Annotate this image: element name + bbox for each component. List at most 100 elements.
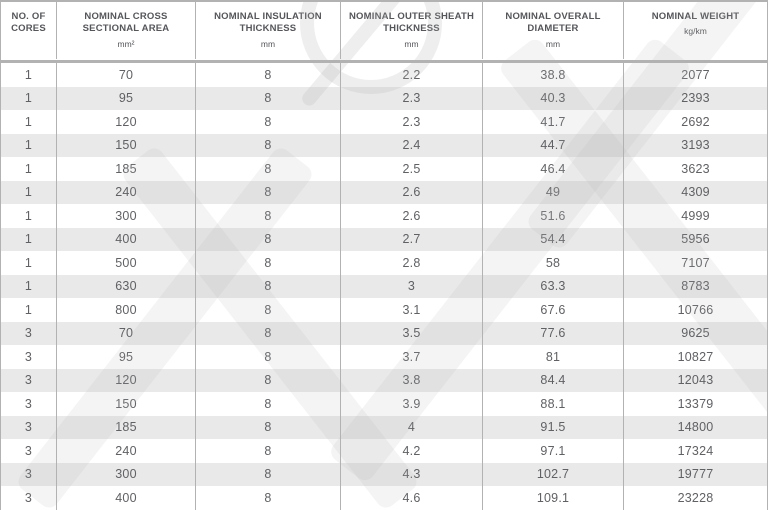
- table-cell-outer_sheath: 3.9: [340, 392, 482, 416]
- table-cell-insulation: 8: [195, 345, 340, 369]
- table-cell-insulation: 8: [195, 392, 340, 416]
- table-cell-cross_section: 300: [56, 462, 195, 486]
- table-cell-cores: 3: [24, 490, 33, 505]
- header-separator-band: [1, 60, 767, 63]
- table-cell-insulation: 8: [195, 251, 340, 275]
- table-cell-overall_diameter: 49: [482, 180, 623, 204]
- table-row: 1 800 8 3.1 67.6 10766: [1, 298, 767, 322]
- column-header-overall_diameter: NOMINAL OVERALL DIAMETER mm: [482, 2, 623, 59]
- table-cell-cross_section: 630: [56, 274, 195, 298]
- table-cell-weight: 2393: [623, 86, 767, 110]
- table-cell-insulation: 8: [195, 439, 340, 463]
- table-cell-weight: 3193: [623, 133, 767, 157]
- table-body: 1 70 8 2.2 38.8 2077 1 95 8 2.3 40.3 2393 1 120 8 2.3 41…: [1, 63, 767, 510]
- column-title: NO. OF CORES: [11, 11, 46, 35]
- table-cell-weight: 2077: [623, 63, 767, 87]
- table-row: 1 70 8 2.2 38.8 2077: [1, 63, 767, 87]
- table-cell-cross_section: 800: [56, 298, 195, 322]
- table-cell-cores: 3: [24, 349, 33, 364]
- table-cell-cross_section: 150: [56, 392, 195, 416]
- column-title: NOMINAL INSULATION THICKNESS: [214, 11, 322, 35]
- table-cell-overall_diameter: 77.6: [482, 321, 623, 345]
- table-row: 3 70 8 3.5 77.6 9625: [1, 321, 767, 345]
- table-row: 3 400 8 4.6 109.1 23228: [1, 486, 767, 510]
- table-cell-outer_sheath: 2.6: [340, 180, 482, 204]
- table-cell-insulation: 8: [195, 180, 340, 204]
- column-unit: mm: [545, 38, 561, 49]
- table-row: 1 500 8 2.8 58 7107: [1, 251, 767, 275]
- table-cell-cores: 3: [24, 420, 33, 435]
- table-cell-cores: 1: [24, 114, 33, 129]
- table-cell-insulation: 8: [195, 368, 340, 392]
- table-cell-cross_section: 120: [56, 110, 195, 134]
- table-cell-outer_sheath: 3: [340, 274, 482, 298]
- table-cell-cores: 3: [24, 326, 33, 341]
- table-cell-overall_diameter: 40.3: [482, 86, 623, 110]
- table-cell-insulation: 8: [195, 298, 340, 322]
- table-cell-cores: 1: [24, 138, 33, 153]
- table-cell-weight: 14800: [623, 415, 767, 439]
- table-row: 3 150 8 3.9 88.1 13379: [1, 392, 767, 416]
- column-header-cross_section: NOMINAL CROSS SECTIONAL AREA mm²: [56, 2, 195, 59]
- table-cell-outer_sheath: 2.6: [340, 204, 482, 228]
- table-cell-outer_sheath: 2.3: [340, 110, 482, 134]
- table-cell-overall_diameter: 97.1: [482, 439, 623, 463]
- column-header-cores: NO. OF CORES: [1, 2, 56, 59]
- column-title: NOMINAL OVERALL DIAMETER: [505, 11, 601, 35]
- table-cell-outer_sheath: 3.5: [340, 321, 482, 345]
- table-cell-weight: 3623: [623, 157, 767, 181]
- column-header-weight: NOMINAL WEIGHT kg/km: [623, 2, 767, 59]
- table-cell-insulation: 8: [195, 204, 340, 228]
- table-cell-outer_sheath: 2.3: [340, 86, 482, 110]
- table-cell-insulation: 8: [195, 462, 340, 486]
- column-title: NOMINAL WEIGHT: [651, 11, 740, 22]
- table-cell-insulation: 8: [195, 321, 340, 345]
- table-cell-overall_diameter: 41.7: [482, 110, 623, 134]
- table-cell-overall_diameter: 81: [482, 345, 623, 369]
- table-header-row: NO. OF CORES NOMINAL CROSS SECTIONAL AREA…: [1, 0, 767, 59]
- table-cell-weight: 12043: [623, 368, 767, 392]
- column-header-insulation: NOMINAL INSULATION THICKNESS mm: [195, 2, 340, 59]
- table-cell-cross_section: 70: [56, 63, 195, 87]
- table-cell-overall_diameter: 44.7: [482, 133, 623, 157]
- table-row: 3 185 8 4 91.5 14800: [1, 415, 767, 439]
- table-row: 1 400 8 2.7 54.4 5956: [1, 227, 767, 251]
- table-cell-outer_sheath: 3.8: [340, 368, 482, 392]
- table-cell-cores: 1: [24, 185, 33, 200]
- table-cell-outer_sheath: 4.2: [340, 439, 482, 463]
- table-row: 1 300 8 2.6 51.6 4999: [1, 204, 767, 228]
- column-unit: mm: [404, 38, 419, 49]
- table-cell-overall_diameter: 88.1: [482, 392, 623, 416]
- table-cell-cross_section: 300: [56, 204, 195, 228]
- table-cell-weight: 13379: [623, 392, 767, 416]
- table-cell-cross_section: 400: [56, 486, 195, 510]
- table-cell-overall_diameter: 67.6: [482, 298, 623, 322]
- table-cell-cross_section: 185: [56, 157, 195, 181]
- table-cell-insulation: 8: [195, 415, 340, 439]
- column-title: NOMINAL CROSS SECTIONAL AREA: [82, 11, 170, 35]
- table-cell-weight: 10766: [623, 298, 767, 322]
- table-cell-cores: 3: [24, 396, 33, 411]
- table-cell-cross_section: 240: [56, 180, 195, 204]
- table-cell-overall_diameter: 46.4: [482, 157, 623, 181]
- table-cell-overall_diameter: 84.4: [482, 368, 623, 392]
- table-cell-weight: 8783: [623, 274, 767, 298]
- table-cell-outer_sheath: 2.8: [340, 251, 482, 275]
- table-cell-insulation: 8: [195, 86, 340, 110]
- table-row: 3 95 8 3.7 81 10827: [1, 345, 767, 369]
- table-row: 1 240 8 2.6 49 4309: [1, 180, 767, 204]
- table-cell-overall_diameter: 51.6: [482, 204, 623, 228]
- table-cell-cores: 3: [24, 373, 33, 388]
- table-cell-overall_diameter: 54.4: [482, 227, 623, 251]
- column-unit: kg/km: [684, 26, 707, 37]
- table-cell-cross_section: 120: [56, 368, 195, 392]
- table-cell-insulation: 8: [195, 157, 340, 181]
- table-cell-weight: 7107: [623, 251, 767, 275]
- table-row: 1 95 8 2.3 40.3 2393: [1, 86, 767, 110]
- table-cell-insulation: 8: [195, 63, 340, 87]
- table-cell-weight: 4309: [623, 180, 767, 204]
- table-row: 3 120 8 3.8 84.4 12043: [1, 368, 767, 392]
- table-cell-outer_sheath: 3.7: [340, 345, 482, 369]
- table-cell-overall_diameter: 109.1: [482, 486, 623, 510]
